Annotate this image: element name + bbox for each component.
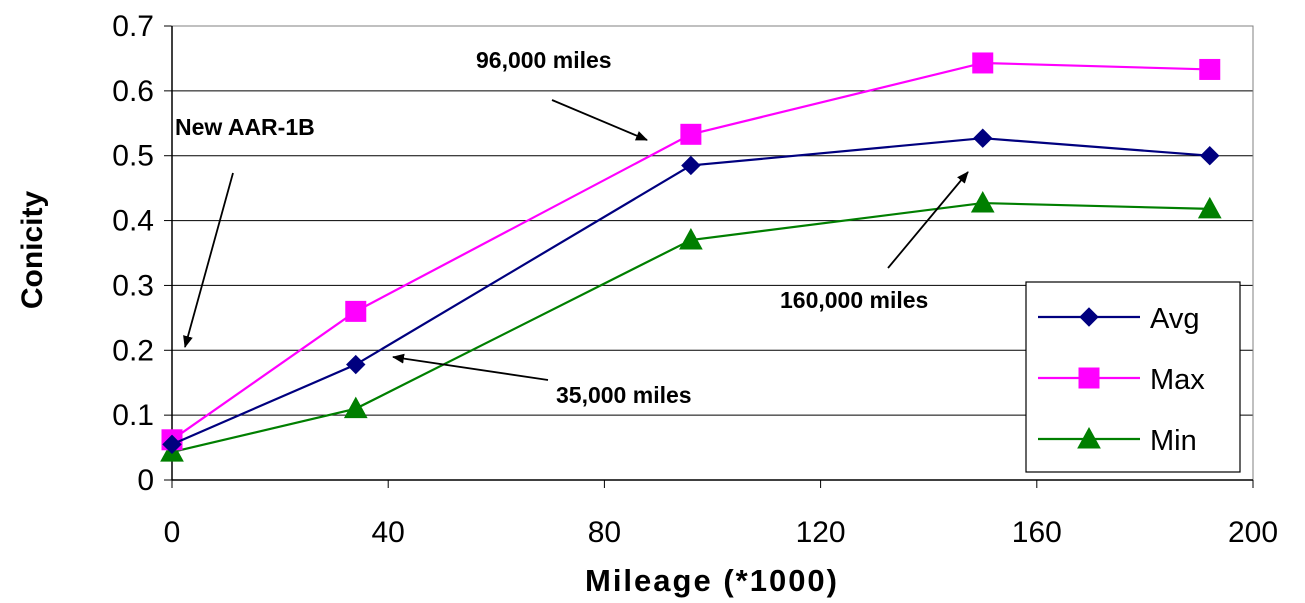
legend-marker bbox=[1079, 307, 1099, 327]
avg-data-point bbox=[346, 354, 366, 375]
avg-data-point bbox=[1200, 146, 1220, 166]
y-tick-label: 0.6 bbox=[112, 75, 154, 108]
series-avg bbox=[162, 128, 1220, 455]
annotation-label: 96,000 miles bbox=[476, 47, 612, 73]
avg-data-point bbox=[162, 434, 182, 455]
annotations: New AAR-1B 96,000 miles 35,000 miles 160,00… bbox=[175, 47, 969, 408]
min-data-point bbox=[343, 396, 368, 419]
y-tick-label: 0.5 bbox=[112, 140, 154, 173]
annotation-arrow bbox=[551, 99, 648, 141]
legend-label: Avg bbox=[1150, 303, 1199, 335]
annotation-label: 35,000 miles bbox=[556, 382, 692, 408]
annotation-arrow bbox=[183, 172, 234, 348]
x-axis-title: Mileage (*1000) bbox=[585, 563, 839, 598]
annotation-arrow bbox=[392, 353, 549, 381]
annotation-label: 160,000 miles bbox=[780, 287, 928, 313]
x-tick-label: 200 bbox=[1228, 516, 1278, 549]
legend-entry-min: Min bbox=[1038, 425, 1197, 457]
avg-data-point bbox=[973, 128, 993, 148]
legend-label: Min bbox=[1150, 425, 1197, 457]
min-data-point bbox=[970, 191, 995, 213]
legend-entry-avg: Avg bbox=[1038, 303, 1199, 335]
annotation-arrow bbox=[887, 171, 969, 269]
legend-marker bbox=[1077, 426, 1101, 449]
x-tick-label: 120 bbox=[796, 516, 846, 549]
max-data-point bbox=[680, 123, 702, 145]
y-tick-label: 0 bbox=[137, 464, 154, 497]
avg-data-point bbox=[681, 155, 701, 176]
legend-entry-max: Max bbox=[1038, 364, 1205, 396]
max-data-point bbox=[1199, 58, 1221, 80]
legend: Avg Max Min bbox=[1025, 281, 1241, 473]
series-layer bbox=[160, 52, 1222, 462]
legend-marker bbox=[1078, 367, 1100, 389]
x-tick-label: 160 bbox=[1012, 516, 1062, 549]
y-tick-label: 0.3 bbox=[112, 269, 154, 302]
min-data-point bbox=[1197, 196, 1222, 219]
legend-label: Max bbox=[1150, 364, 1205, 396]
y-tick-labels: 0 0.1 0.2 0.3 0.4 0.5 0.6 0.7 bbox=[112, 10, 154, 497]
x-tick-label: 40 bbox=[372, 516, 405, 549]
axes bbox=[171, 26, 1254, 488]
y-axis-title: Conicity bbox=[16, 191, 49, 310]
min-data-point bbox=[679, 227, 703, 250]
y-tick-label: 0.2 bbox=[112, 334, 154, 367]
x-tick-labels: 0 40 80 120 160 200 bbox=[164, 516, 1278, 549]
y-tick-label: 0.4 bbox=[112, 205, 154, 238]
x-tick-label: 0 bbox=[164, 516, 181, 549]
y-tick-label: 0.1 bbox=[112, 399, 154, 432]
annotation-label: New AAR-1B bbox=[175, 114, 315, 140]
y-tick-label: 0.7 bbox=[112, 10, 154, 43]
max-data-point bbox=[345, 300, 367, 322]
max-data-point bbox=[972, 52, 994, 74]
x-tick-label: 80 bbox=[588, 516, 621, 549]
